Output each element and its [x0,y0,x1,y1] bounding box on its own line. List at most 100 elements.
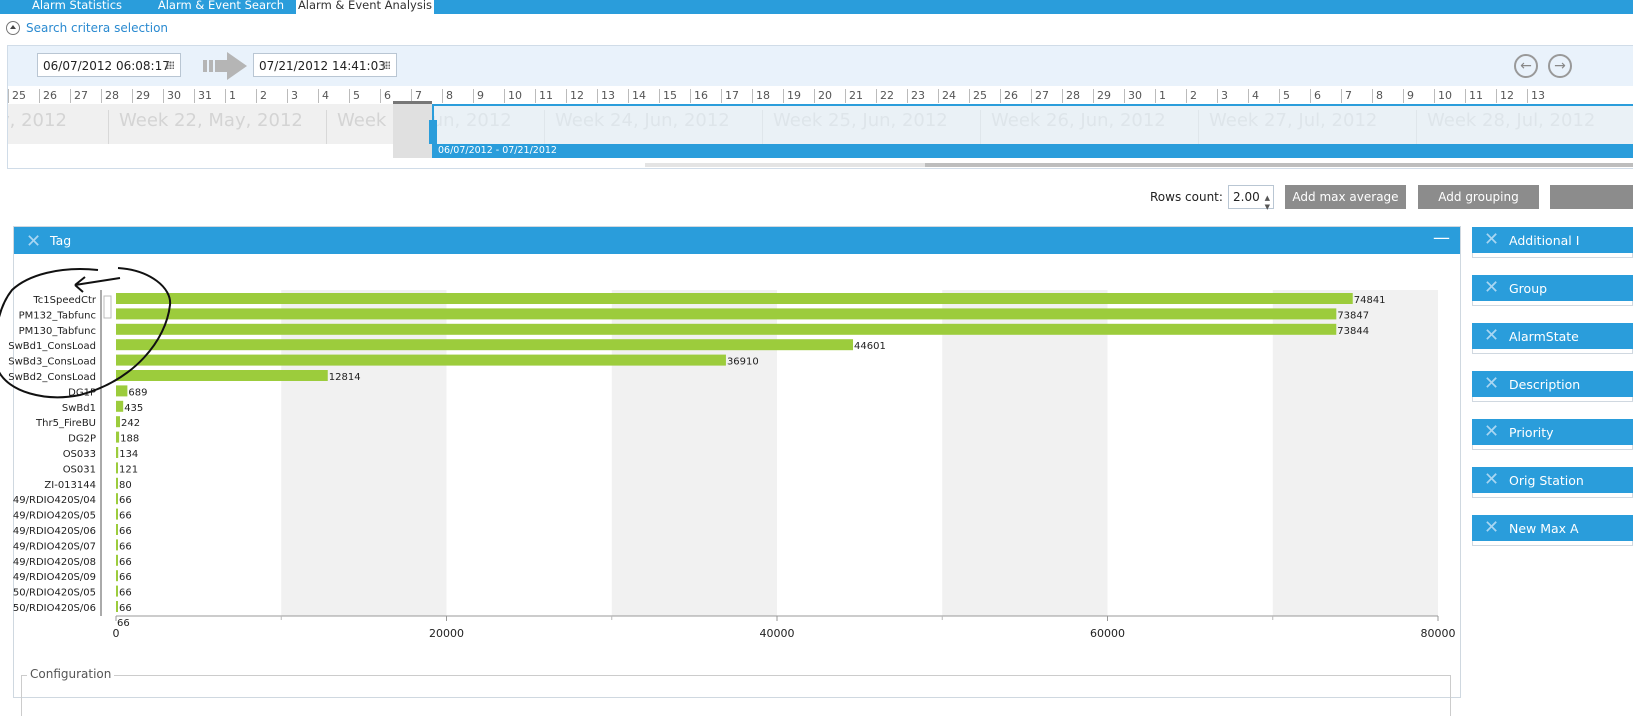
side-panel-title: Orig Station [1509,473,1584,488]
day-number: 6 [1310,89,1321,103]
close-icon[interactable]: ✕ [1484,421,1500,442]
day-number: 7 [1341,89,1352,103]
day-number: 30 [1124,89,1142,103]
day-number: 26 [1000,89,1018,103]
rows-count-value: 2.00 [1233,190,1260,204]
next-arrow-icon[interactable]: → [1548,54,1572,78]
rows-count-label: Rows count: [1150,190,1223,204]
calendar-icon[interactable] [166,61,174,69]
day-number: 14 [628,89,646,103]
date-row: 06/07/2012 06:08:17 07/21/2012 14:41:03 … [8,46,1633,86]
search-criteria-label: Search critera selection [26,21,169,35]
side-panel-title: Priority [1509,425,1554,440]
end-date-field[interactable]: 07/21/2012 14:41:03 [253,53,397,77]
day-number: 13 [1527,89,1545,103]
arrow-right-icon [203,52,247,80]
day-number: 30 [163,89,181,103]
calendar-icon[interactable] [382,61,390,69]
day-number: 19 [783,89,801,103]
day-number: 28 [101,89,119,103]
day-number: 8 [1372,89,1383,103]
day-number: 25 [969,89,987,103]
down-arrow-icon[interactable]: ▼ [1264,203,1270,211]
tab-alarm-event-analysis[interactable]: Alarm & Event Analysis [296,0,434,14]
day-number: 29 [1093,89,1111,103]
day-number: 1 [1155,89,1166,103]
day-number: 5 [1279,89,1290,103]
day-number: 12 [1496,89,1514,103]
tag-chart-panel: ✕ Tag — [13,226,1461,698]
day-number: 23 [907,89,925,103]
configuration-group: Configuration [21,667,1451,716]
day-number: 18 [752,89,770,103]
close-icon[interactable]: ✕ [1484,325,1500,346]
side-panel-group[interactable]: ✕ Group [1472,275,1633,306]
day-number-row: 25 26 27 28 29 30 31 1 2 3 4 5 6 7 8 9 10 11 12 13 14 15 16 17 1… [8,89,1633,104]
day-number: 2 [1186,89,1197,103]
add-max-average-button[interactable]: Add max average [1285,185,1406,209]
rows-count-stepper[interactable]: 2.00 ▲ ▼ [1228,185,1274,211]
close-icon[interactable]: ✕ [1484,277,1500,298]
day-number: 13 [597,89,615,103]
day-number: 9 [1403,89,1414,103]
day-number: 2 [256,89,267,103]
day-number: 27 [70,89,88,103]
close-icon[interactable]: ✕ [1484,229,1500,250]
timeline-scrollbar[interactable] [645,163,1633,167]
tag-panel-title: Tag [50,233,72,248]
minimize-icon[interactable]: — [1433,228,1450,248]
week-label: Week 22, May, 2012 [108,110,303,144]
tab-alarm-statistics[interactable]: Alarm Statistics [31,0,123,12]
side-panel-title: New Max A [1509,521,1579,536]
day-number: 12 [566,89,584,103]
day-number: 27 [1031,89,1049,103]
close-icon[interactable]: ✕ [1484,373,1500,394]
day-number: 4 [318,89,329,103]
day-number: 29 [132,89,150,103]
range-handle[interactable] [429,120,437,144]
close-icon[interactable]: ✕ [1484,469,1500,490]
side-panel-description[interactable]: ✕ Description [1472,371,1633,402]
side-panel-title: Description [1509,377,1581,392]
day-number: 26 [39,89,57,103]
add-grouping-button[interactable]: Add grouping [1418,185,1539,209]
day-number: 3 [287,89,298,103]
start-date-value: 06/07/2012 06:08:17 [43,59,170,73]
day-number: 11 [1465,89,1483,103]
day-number: 20 [814,89,832,103]
up-arrow-icon[interactable]: ▲ [1264,194,1270,202]
side-panel-new-max-a[interactable]: ✕ New Max A [1472,515,1633,546]
side-panel-alarmstate[interactable]: ✕ AlarmState [1472,323,1633,354]
day-number: 28 [1062,89,1080,103]
day-number: 25 [8,89,26,103]
close-icon[interactable]: ✕ [26,231,42,252]
day-number: 24 [938,89,956,103]
side-panel-title: Additional I [1509,233,1580,248]
day-number: 11 [535,89,553,103]
day-number: 8 [442,89,453,103]
day-number: 21 [845,89,863,103]
week-label: y, 2012 [8,110,67,144]
side-panel-additional-i[interactable]: ✕ Additional I [1472,227,1633,258]
previous-arrow-icon[interactable]: ← [1514,54,1538,78]
scroll-thumb[interactable] [925,163,1633,167]
day-number: 1 [225,89,236,103]
day-number: 10 [1434,89,1452,103]
day-number: 22 [876,89,894,103]
day-number: 31 [194,89,212,103]
close-icon[interactable]: ✕ [1484,517,1500,538]
search-criteria-toggle[interactable]: Search critera selection [6,18,168,38]
day-number: 4 [1248,89,1259,103]
side-panel-orig-station[interactable]: ✕ Orig Station [1472,467,1633,498]
extra-button[interactable] [1550,185,1633,209]
start-date-field[interactable]: 06/07/2012 06:08:17 [37,53,181,77]
collapse-icon [6,21,20,35]
day-number: 10 [504,89,522,103]
day-number: 9 [473,89,484,103]
date-range-panel: 06/07/2012 06:08:17 07/21/2012 14:41:03 … [7,45,1633,169]
day-number: 15 [659,89,677,103]
selection-marker [393,101,432,105]
tab-alarm-event-search[interactable]: Alarm & Event Search [157,0,285,12]
day-number: 6 [380,89,391,103]
side-panel-priority[interactable]: ✕ Priority [1472,419,1633,450]
